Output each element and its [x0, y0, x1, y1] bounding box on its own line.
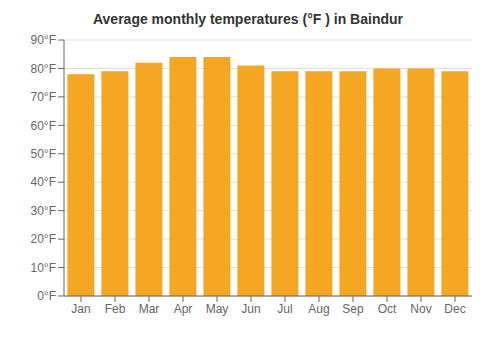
svg-text:Aug: Aug [308, 302, 329, 316]
svg-text:Sep: Sep [342, 302, 364, 316]
svg-text:60°F: 60°F [31, 119, 56, 133]
svg-text:Oct: Oct [378, 302, 397, 316]
svg-text:30°F: 30°F [31, 204, 56, 218]
svg-text:Dec: Dec [444, 302, 465, 316]
svg-text:0°F: 0°F [37, 289, 56, 303]
html-text:Average monthly temperatures (: Average monthly temperatures (°F ) in Ba… [93, 11, 403, 27]
svg-text:May: May [206, 302, 229, 316]
svg-text:Jun: Jun [241, 302, 260, 316]
svg-text:Feb: Feb [105, 302, 126, 316]
svg-text:80°F: 80°F [31, 62, 56, 76]
svg-text:70°F: 70°F [31, 90, 56, 104]
svg-text:Nov: Nov [410, 302, 431, 316]
svg-text:Apr: Apr [174, 302, 193, 316]
svg-text:Mar: Mar [139, 302, 160, 316]
svg-text:20°F: 20°F [31, 232, 56, 246]
svg-text:10°F: 10°F [31, 261, 56, 275]
svg-text:Jan: Jan [71, 302, 90, 316]
svg-text:90°F: 90°F [31, 33, 56, 47]
svg-text:Jul: Jul [277, 302, 292, 316]
svg-text:50°F: 50°F [31, 147, 56, 161]
svg-text:40°F: 40°F [31, 175, 56, 189]
